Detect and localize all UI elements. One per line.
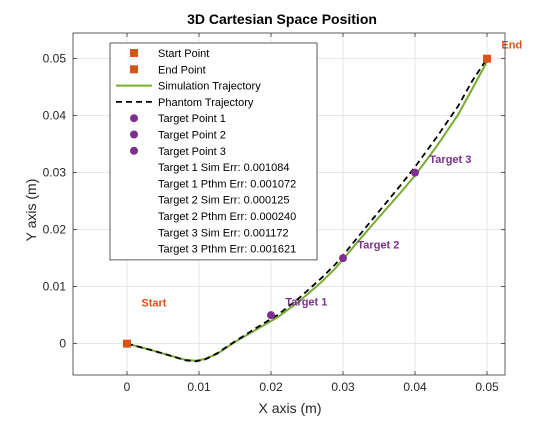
legend-entry-target-1-sim-err-0-001084: Target 1 Sim Err: 0.001084 xyxy=(158,162,289,174)
legend-entry-phantom-trajectory: Phantom Trajectory xyxy=(158,97,254,109)
legend-entry-target-2-pthm-err-0-000240: Target 2 Pthm Err: 0.000240 xyxy=(158,211,296,223)
chart-title: 3D Cartesian Space Position xyxy=(187,11,377,27)
point-markers xyxy=(123,54,491,348)
legend-circle-symbol xyxy=(130,146,138,155)
x-tick-label: 0.05 xyxy=(475,380,499,394)
x-tick-label: 0 xyxy=(124,380,131,394)
legend-entry-end-point: End Point xyxy=(158,64,206,76)
start-point-marker xyxy=(123,339,131,348)
target-point-3-marker xyxy=(411,168,419,177)
x-tick-label: 0.03 xyxy=(331,380,355,394)
legend-entry-target-point-2: Target Point 2 xyxy=(158,130,226,142)
legend-entry-start-point: Start Point xyxy=(158,48,209,60)
y-tick-label: 0.02 xyxy=(43,223,67,237)
legend-square-symbol xyxy=(130,49,138,57)
target-point-1-label: Target 1 xyxy=(285,296,327,308)
target-point-2-marker xyxy=(339,254,347,263)
x-tick-label: 0.04 xyxy=(403,380,427,394)
y-axis-label: Y axis (m) xyxy=(23,179,39,242)
start-point-label: Start xyxy=(141,298,166,310)
legend-circle-symbol xyxy=(130,130,138,139)
legend-entry-target-1-pthm-err-0-001072: Target 1 Pthm Err: 0.001072 xyxy=(158,178,296,190)
trajectory-lines xyxy=(126,58,488,363)
point-labels: Start End Target 1 Target 2 Target 3 xyxy=(141,39,522,309)
phantom-trajectory-line xyxy=(126,58,488,363)
legend: Start Point End Point Simulation Trajector… xyxy=(109,42,318,261)
end-point-marker xyxy=(483,54,491,63)
y-tick-label: 0.03 xyxy=(43,166,67,180)
y-tick-label: 0.05 xyxy=(43,52,67,66)
y-tick-label: 0.04 xyxy=(43,109,67,123)
y-tick-label: 0 xyxy=(59,337,66,351)
target-point-2-label: Target 2 xyxy=(357,239,399,251)
legend-entry-target-point-1: Target Point 1 xyxy=(158,113,226,125)
x-tick-label: 0.01 xyxy=(187,380,211,394)
x-tick-label: 0.02 xyxy=(259,380,283,394)
legend-square-symbol xyxy=(130,65,138,74)
legend-box xyxy=(109,42,318,261)
legend-entry-target-2-sim-err-0-000125: Target 2 Sim Err: 0.000125 xyxy=(158,195,289,207)
x-axis-label: X axis (m) xyxy=(259,400,322,416)
legend-entry-simulation-trajectory: Simulation Trajectory xyxy=(158,81,261,93)
end-point-label: End xyxy=(501,39,522,51)
plot-box xyxy=(72,32,506,376)
target-point-1-marker xyxy=(267,311,275,320)
legend-entry-target-3-sim-err-0-001172: Target 3 Sim Err: 0.001172 xyxy=(158,227,289,239)
target-point-3-label: Target 3 xyxy=(429,154,471,166)
legend-entry-target-3-pthm-err-0-001621: Target 3 Pthm Err: 0.001621 xyxy=(158,244,296,256)
axis-ticks: 0 0.01 0.02 0.03 0.04 0.05 0 0.01 0.02 0.03 0.04 0.… xyxy=(43,33,505,394)
legend-circle-symbol xyxy=(130,114,138,123)
legend-entry-target-point-3: Target Point 3 xyxy=(158,146,226,158)
y-tick-label: 0.01 xyxy=(43,280,67,294)
